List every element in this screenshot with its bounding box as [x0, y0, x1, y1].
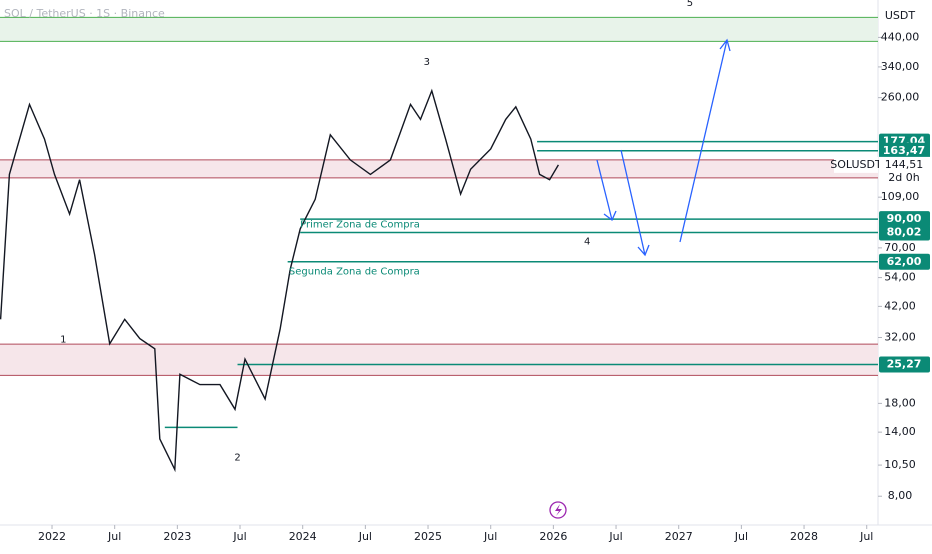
- level-badge: [879, 211, 930, 228]
- annotation: 3: [424, 57, 430, 68]
- last-price: 144,51: [885, 158, 924, 171]
- y-tick-label: 18,00: [884, 396, 916, 409]
- y-tick-label: 10,50: [884, 458, 916, 471]
- x-tick-label: Jul: [734, 530, 748, 543]
- y-tick-label: 440,00: [881, 30, 920, 43]
- annotation: Primer Zona de Compra: [300, 219, 420, 230]
- last-price-box: [879, 156, 930, 185]
- y-tick-label: 109,00: [881, 190, 920, 203]
- x-tick-label: 2027: [665, 530, 693, 543]
- y-tick-label: 54,00: [884, 271, 916, 284]
- level-label: 62,00: [887, 255, 922, 268]
- level-badge: [879, 142, 930, 159]
- y-tick-label: 70,00: [884, 241, 916, 254]
- zone: [0, 159, 878, 178]
- arrow: [596, 159, 617, 222]
- last-symbol-box: [834, 156, 878, 173]
- level-badge: [879, 356, 930, 373]
- annotation: 2: [234, 453, 240, 464]
- zone: [0, 344, 878, 376]
- countdown: 2d 0h: [888, 171, 919, 184]
- level-label: 90,00: [887, 212, 922, 225]
- x-tick-label: Jul: [358, 530, 372, 543]
- level-label: 80,02: [887, 226, 922, 239]
- x-tick-label: 2022: [38, 530, 66, 543]
- x-tick-label: Jul: [483, 530, 497, 543]
- level-badge: [879, 253, 930, 270]
- x-tick-label: Jul: [608, 530, 622, 543]
- x-tick-label: Jul: [859, 530, 873, 543]
- y-tick-label: 32,00: [884, 331, 916, 344]
- arrow: [620, 149, 650, 257]
- y-tick-label: 260,00: [881, 91, 920, 104]
- x-tick-label: 2025: [414, 530, 442, 543]
- chart-title: SOL / TetherUS · 1S · Binance: [4, 7, 165, 20]
- annotation: 1: [60, 334, 66, 345]
- y-tick-label: 14,00: [884, 425, 916, 438]
- x-tick-label: 2023: [163, 530, 191, 543]
- level-label: 163,47: [883, 144, 925, 157]
- annotation: 4: [584, 237, 590, 248]
- currency-label: USDT: [885, 9, 916, 22]
- last-symbol: SOLUSDT: [830, 158, 882, 171]
- zone: [0, 17, 878, 42]
- x-tick-label: Jul: [107, 530, 121, 543]
- arrow: [679, 38, 731, 243]
- alert-icon[interactable]: [549, 501, 567, 519]
- annotation: 5: [687, 0, 693, 9]
- price-line: [0, 88, 560, 473]
- annotation: Segunda Zona de Compra: [289, 266, 420, 277]
- x-tick-label: Jul: [232, 530, 246, 543]
- y-tick-label: 340,00: [881, 60, 920, 73]
- projection-arrows: [596, 38, 731, 257]
- level-label: 25,27: [887, 358, 922, 371]
- x-tick-label: 2028: [790, 530, 818, 543]
- x-tick-label: 2026: [539, 530, 567, 543]
- x-tick-label: 2024: [289, 530, 317, 543]
- level-badge: [879, 224, 930, 241]
- y-tick-label: 8,00: [888, 489, 913, 502]
- y-tick-label: 42,00: [884, 299, 916, 312]
